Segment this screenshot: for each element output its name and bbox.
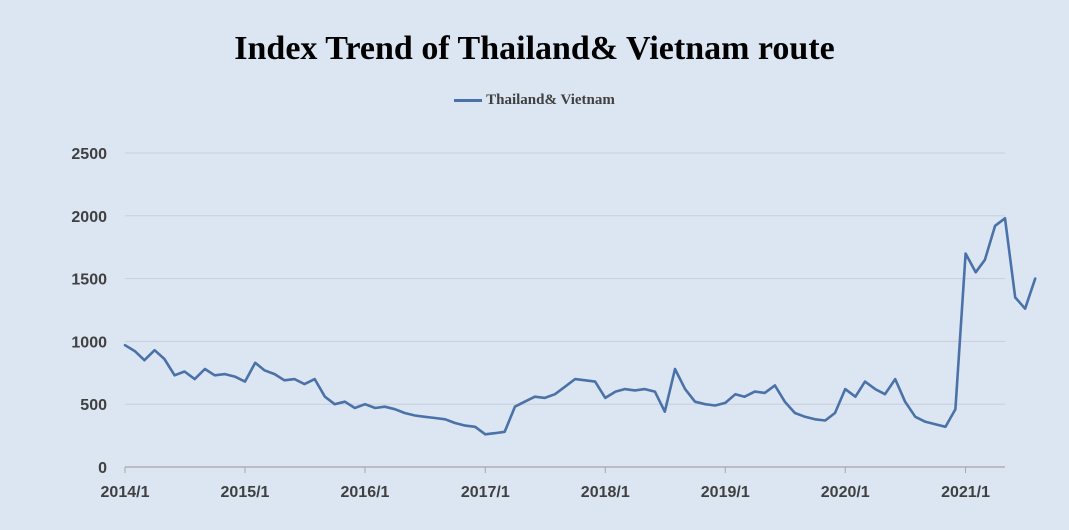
y-tick-label: 0 <box>98 460 107 477</box>
y-tick-label: 500 <box>80 397 107 414</box>
y-tick-label: 2000 <box>71 209 107 226</box>
x-tick-label: 2014/1 <box>101 484 150 501</box>
y-tick-label: 1000 <box>71 334 107 351</box>
x-tick-label: 2018/1 <box>581 484 630 501</box>
x-tick-label: 2016/1 <box>341 484 390 501</box>
legend-swatch <box>454 99 483 102</box>
x-tick-label: 2019/1 <box>701 484 750 501</box>
x-tick-label: 2015/1 <box>221 484 270 501</box>
legend: Thailand& Vietnam <box>0 92 1069 109</box>
x-tick-label: 2021/1 <box>941 484 990 501</box>
y-tick-label: 2500 <box>71 146 107 163</box>
legend-label: Thailand& Vietnam <box>486 92 615 108</box>
series-line <box>123 217 1037 436</box>
chart-title: Index Trend of Thailand& Vietnam route <box>234 30 835 67</box>
y-tick-label: 1500 <box>71 272 107 289</box>
x-tick-label: 2020/1 <box>821 484 870 501</box>
x-tick-label: 2017/1 <box>461 484 510 501</box>
